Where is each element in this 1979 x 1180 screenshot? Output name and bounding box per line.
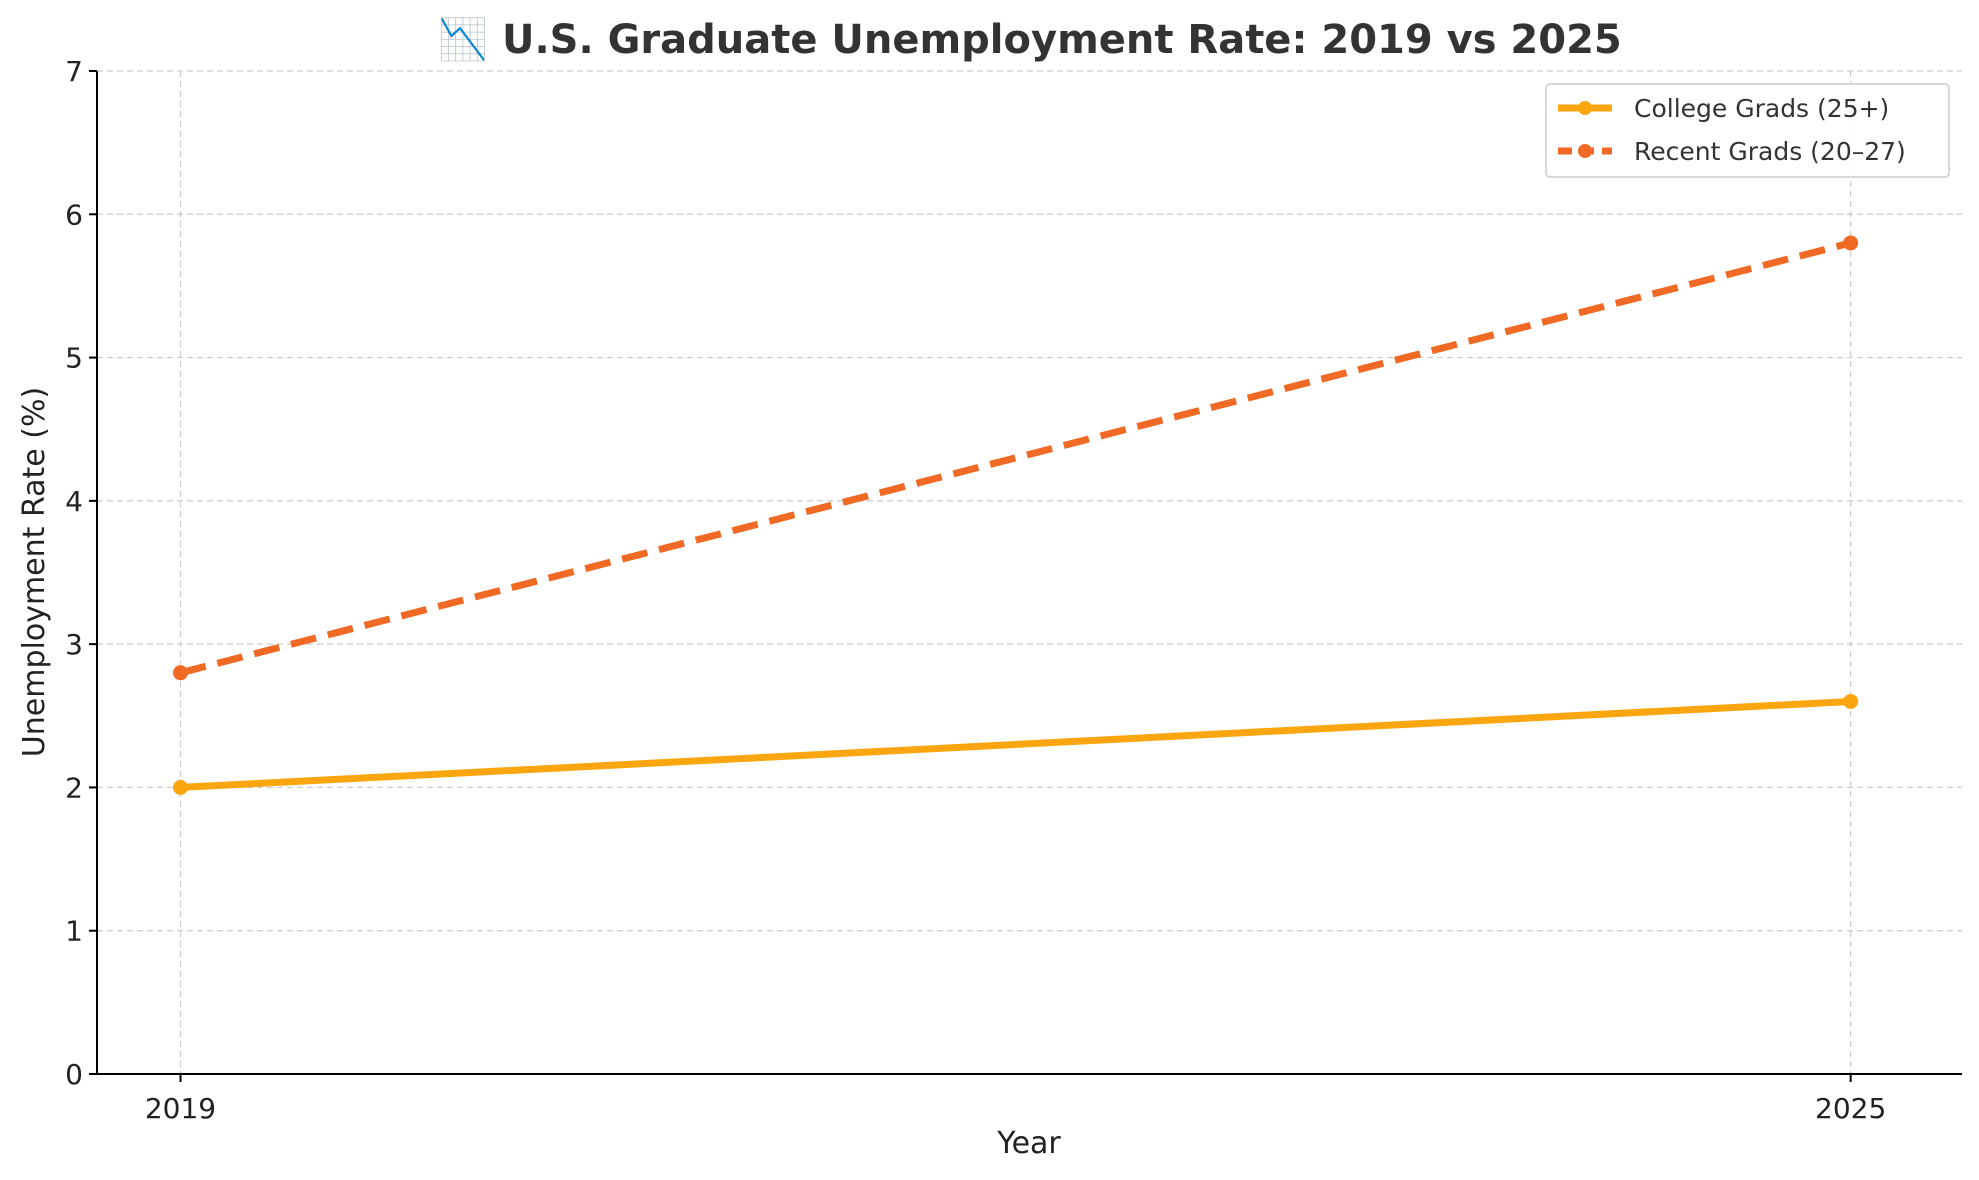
data-point-college-grads <box>1843 693 1859 709</box>
x-axis-label: Year <box>996 1126 1061 1161</box>
series-layer <box>173 235 1859 795</box>
y-tick-label: 1 <box>65 915 83 948</box>
data-point-college-grads <box>173 779 189 795</box>
y-tick-label: 3 <box>65 628 83 661</box>
legend-label-college-grads: College Grads (25+) <box>1634 94 1889 123</box>
series-line-recent-grads <box>179 239 1852 677</box>
axes-layer <box>96 71 1962 1075</box>
y-axis-label: Unemployment Rate (%) <box>17 387 52 757</box>
x-tick-label: 2025 <box>1815 1092 1886 1125</box>
y-tick-label: 0 <box>65 1058 83 1091</box>
x-tick-label: 2019 <box>145 1092 216 1125</box>
y-tick-label: 4 <box>65 485 83 518</box>
legend-marker-recent-grads <box>1578 144 1592 158</box>
y-tick-label: 5 <box>65 342 83 375</box>
series-line-college-grads <box>177 697 1855 791</box>
legend: College Grads (25+) Recent Grads (20–27) <box>1545 83 1950 178</box>
grid-layer <box>97 70 1962 1074</box>
y-tick-label: 2 <box>65 771 83 804</box>
y-tick-label: 7 <box>65 55 83 88</box>
data-point-recent-grads <box>1843 235 1859 251</box>
chart-title: 📉 U.S. Graduate Unemployment Rate: 2019 … <box>438 16 1622 63</box>
tick-layer: 0 1 2 3 4 5 6 7 2019 2025 <box>65 55 1886 1125</box>
data-point-recent-grads <box>173 665 189 681</box>
legend-box <box>1545 83 1950 178</box>
y-tick-label: 6 <box>65 198 83 231</box>
legend-marker-college-grads <box>1578 101 1592 115</box>
legend-entries: College Grads (25+) Recent Grads (20–27) <box>1558 94 1906 166</box>
legend-label-recent-grads: Recent Grads (20–27) <box>1634 137 1906 166</box>
